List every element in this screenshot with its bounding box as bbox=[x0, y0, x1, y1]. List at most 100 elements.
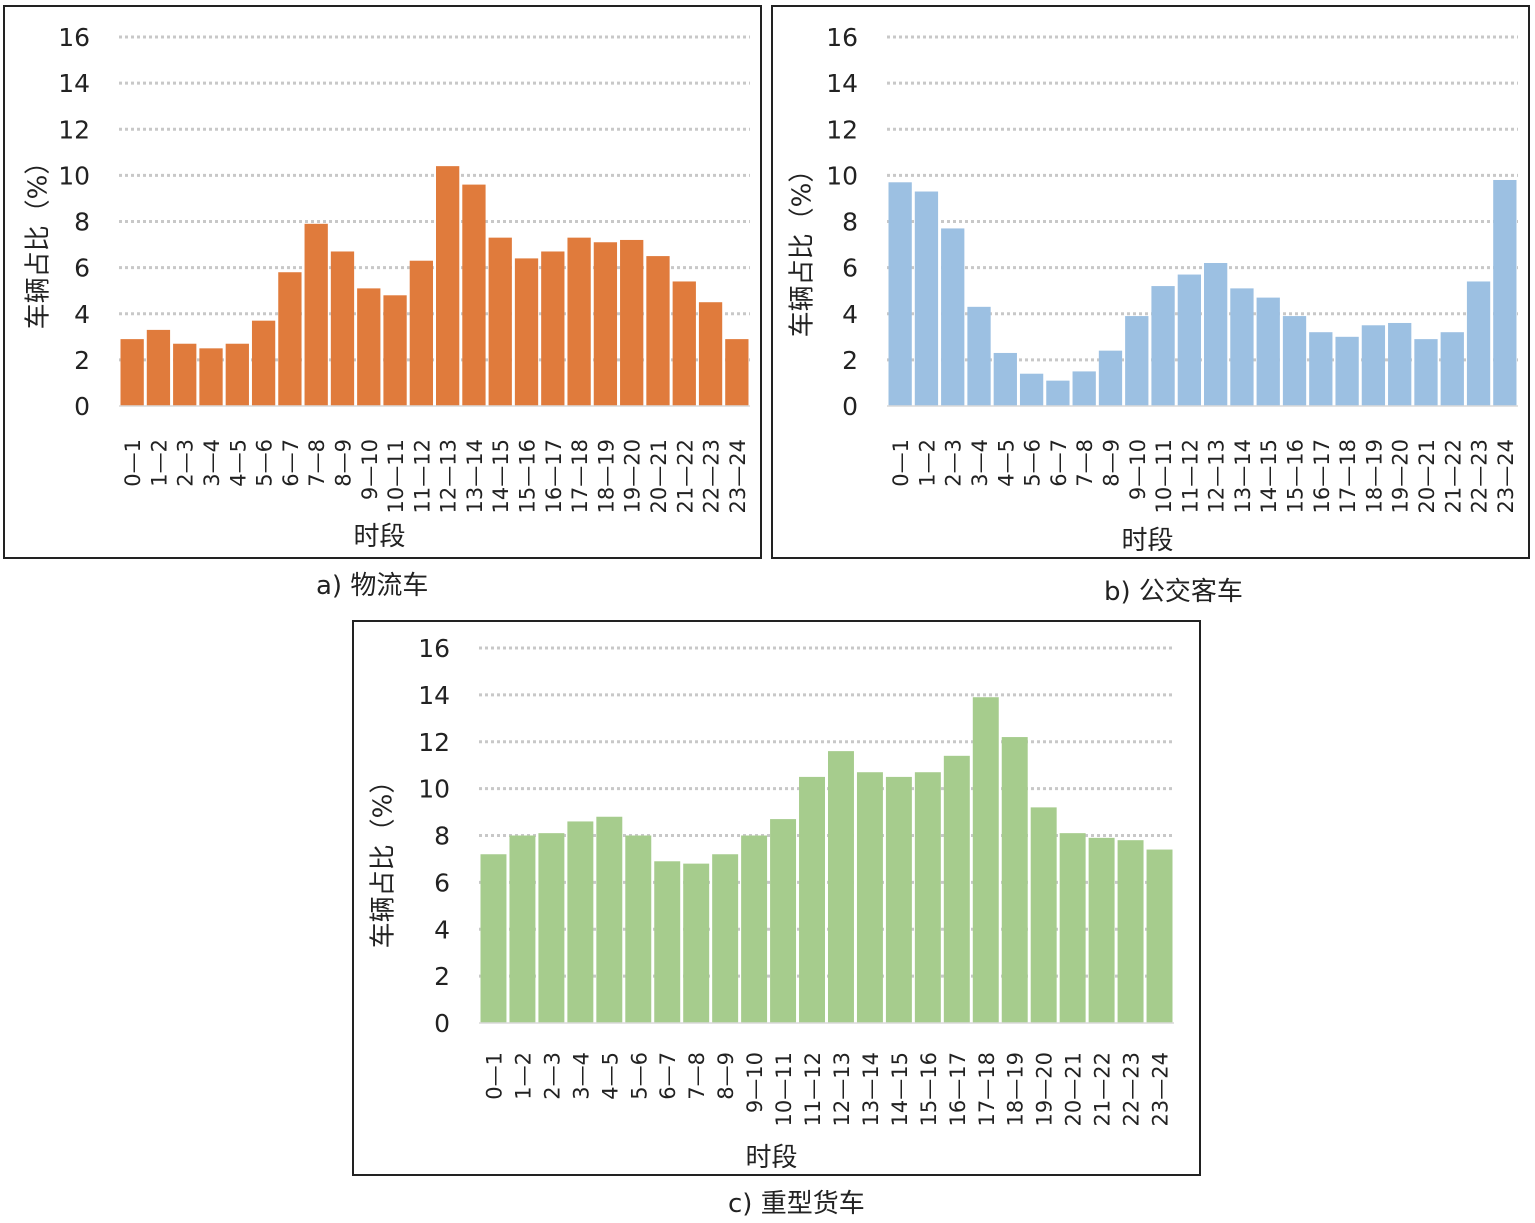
y-axis-label: 车辆占比（%） bbox=[788, 157, 818, 338]
bar bbox=[646, 256, 670, 406]
x-tick-label: 8—9 bbox=[714, 1052, 738, 1100]
x-tick-label: 12—13 bbox=[437, 439, 461, 513]
bar bbox=[304, 223, 328, 406]
x-tick-label: 13—14 bbox=[859, 1052, 883, 1126]
x-tick-label: 13—14 bbox=[463, 439, 487, 513]
x-tick-label: 9—10 bbox=[358, 439, 382, 500]
bar bbox=[943, 755, 970, 1023]
x-tick-label: 3—4 bbox=[200, 439, 224, 487]
caption-c: c) 重型货车 bbox=[728, 1189, 865, 1219]
bar bbox=[770, 819, 797, 1023]
x-tick-label: 7—8 bbox=[1073, 439, 1097, 487]
x-tick-label: 22—23 bbox=[1120, 1052, 1144, 1126]
bar bbox=[914, 191, 939, 406]
x-tick-label: 4—5 bbox=[226, 439, 250, 487]
x-tick-label: 10—11 bbox=[384, 439, 408, 513]
x-tick-label: 18—19 bbox=[1004, 1052, 1028, 1126]
x-tick-label: 14—15 bbox=[489, 439, 513, 513]
x-tick-label: 15—16 bbox=[516, 439, 540, 513]
y-tick-label: 8 bbox=[74, 208, 90, 237]
bar-chart-c: 0 2 4 6 8 10 12 14 16 0—1 1—2 2—3 3—4 4—5 5—6 6—7 7—8 8—9… bbox=[369, 634, 1174, 1173]
bar bbox=[888, 182, 912, 406]
x-tick-label: 12—13 bbox=[830, 1052, 854, 1126]
x-tick-label: 6—7 bbox=[1047, 439, 1071, 487]
y-tick-label: 12 bbox=[826, 115, 858, 144]
bar bbox=[941, 228, 965, 406]
bar bbox=[683, 863, 710, 1023]
bar bbox=[1282, 316, 1307, 406]
x-tick-label: 1—2 bbox=[915, 439, 939, 487]
y-tick-label: 2 bbox=[434, 962, 450, 991]
x-tick-label: 16—17 bbox=[542, 439, 566, 513]
x-tick-label: 5—6 bbox=[1021, 439, 1045, 487]
bar bbox=[1098, 350, 1123, 406]
x-tick-label: 19—20 bbox=[1033, 1052, 1057, 1126]
bar bbox=[409, 260, 433, 406]
y-tick-label: 2 bbox=[74, 346, 90, 375]
x-tick-label: 23—24 bbox=[726, 439, 750, 513]
bar bbox=[620, 239, 644, 406]
y-tick-label: 16 bbox=[826, 23, 858, 52]
bar bbox=[538, 833, 565, 1023]
x-tick-label: 16—17 bbox=[1310, 439, 1334, 513]
bar bbox=[967, 306, 991, 406]
x-tick-label: 5—6 bbox=[627, 1052, 651, 1100]
x-tick-label: 4—5 bbox=[598, 1052, 622, 1100]
bar bbox=[1440, 332, 1464, 406]
x-tick-label: 2—3 bbox=[540, 1052, 564, 1100]
x-tick-label: 0—1 bbox=[889, 439, 913, 487]
bar bbox=[567, 821, 594, 1023]
bar-chart-a: 0 2 4 6 8 10 12 14 16 0—1 1—2 2—3 3—4 4—5 5—6 6—7 7—8 8—9… bbox=[24, 23, 750, 552]
bar bbox=[1466, 281, 1491, 406]
x-tick-label: 18—19 bbox=[594, 439, 618, 513]
x-axis-label: 时段 bbox=[353, 522, 405, 552]
bar bbox=[173, 343, 197, 406]
bar bbox=[856, 772, 883, 1023]
x-tick-label: 1—2 bbox=[147, 439, 171, 487]
bar bbox=[885, 776, 912, 1023]
x-tick-label: 21—22 bbox=[673, 439, 697, 513]
bar bbox=[712, 854, 739, 1023]
bar bbox=[278, 272, 302, 406]
bar bbox=[799, 776, 825, 1023]
x-tick-label: 8—9 bbox=[1099, 439, 1123, 487]
x-tick-label: 6—7 bbox=[279, 439, 303, 487]
x-tick-label: 17—18 bbox=[1336, 439, 1360, 513]
bar bbox=[1151, 286, 1175, 406]
y-tick-label: 12 bbox=[418, 728, 450, 757]
x-tick-label: 11—12 bbox=[410, 439, 434, 513]
x-tick-label: 16—17 bbox=[946, 1052, 970, 1126]
bar bbox=[1001, 737, 1028, 1023]
x-tick-label: 11—12 bbox=[801, 1052, 825, 1126]
bar bbox=[120, 339, 144, 406]
bar bbox=[1204, 263, 1228, 406]
x-tick-label: 14—15 bbox=[888, 1052, 912, 1126]
y-tick-label: 14 bbox=[826, 69, 858, 98]
y-tick-label: 4 bbox=[74, 300, 90, 329]
y-tick-label: 10 bbox=[418, 775, 450, 804]
bar bbox=[1256, 297, 1280, 406]
x-tick-label: 17—18 bbox=[975, 1052, 999, 1126]
x-tick-label: 20—21 bbox=[1062, 1052, 1086, 1126]
x-tick-label: 22—23 bbox=[700, 439, 724, 513]
x-tick-label: 20—21 bbox=[1415, 439, 1439, 513]
bar bbox=[1019, 373, 1044, 406]
chart-panel-c: 0 2 4 6 8 10 12 14 16 0—1 1—2 2—3 3—4 4—5 5—6 6—7 7—8 8—9… bbox=[352, 620, 1201, 1176]
bar bbox=[1177, 274, 1201, 406]
caption-b: b) 公交客车 bbox=[1104, 577, 1243, 607]
bar bbox=[383, 295, 407, 406]
x-tick-label: 9—10 bbox=[743, 1052, 767, 1113]
bar bbox=[199, 348, 223, 406]
bar bbox=[1117, 840, 1144, 1023]
x-tick-label: 9—10 bbox=[1126, 439, 1150, 500]
x-tick-label: 23—24 bbox=[1149, 1052, 1173, 1126]
y-tick-label: 10 bbox=[826, 161, 858, 190]
y-tick-label: 4 bbox=[842, 300, 858, 329]
bar bbox=[972, 697, 999, 1023]
bar bbox=[1059, 833, 1086, 1023]
x-axis-label: 时段 bbox=[1121, 526, 1173, 556]
x-tick-label: 12—13 bbox=[1205, 439, 1229, 513]
y-tick-label: 0 bbox=[842, 392, 858, 421]
y-tick-label: 10 bbox=[58, 161, 90, 190]
x-tick-label: 8—9 bbox=[331, 439, 355, 487]
